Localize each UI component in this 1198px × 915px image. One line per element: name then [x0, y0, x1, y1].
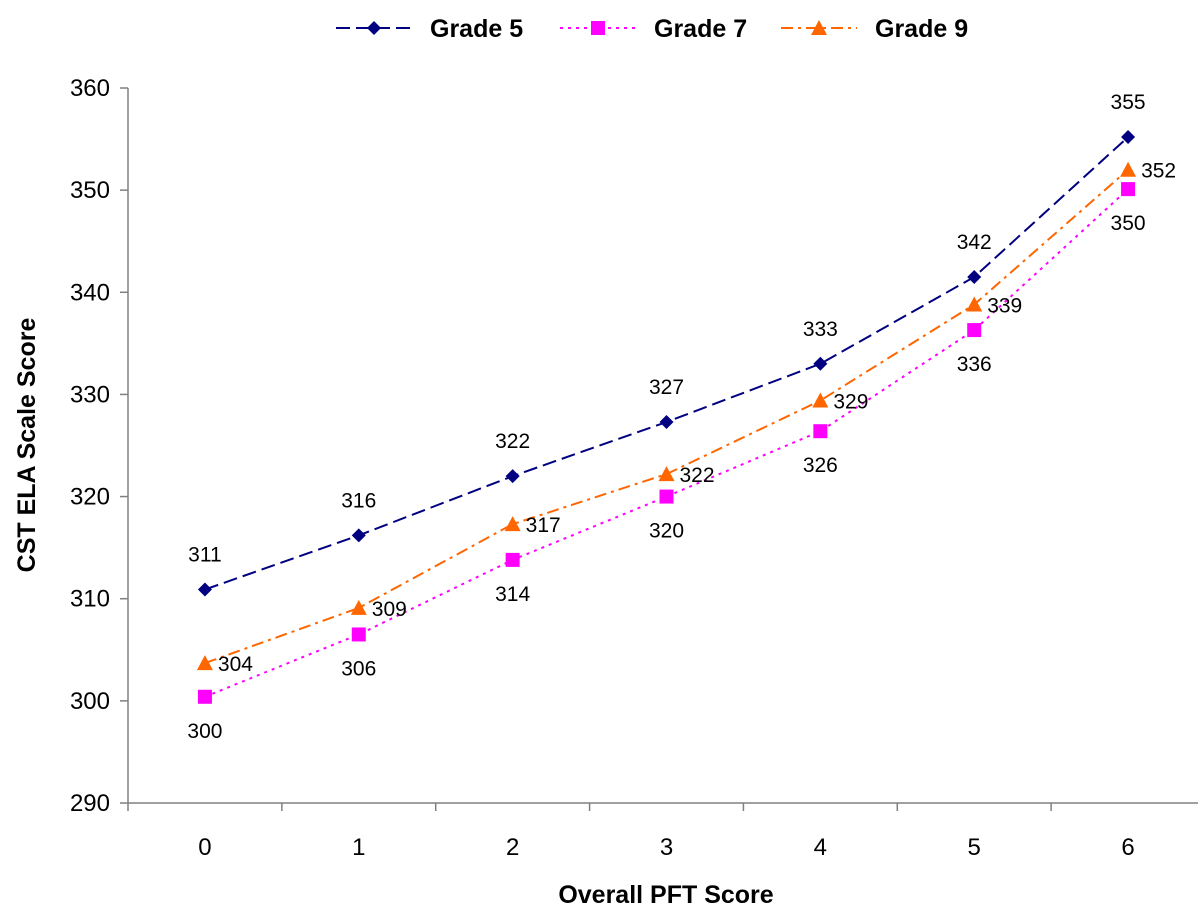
- data-label: 329: [833, 391, 868, 414]
- data-point: [659, 489, 674, 504]
- data-label: 314: [495, 583, 530, 606]
- data-point: [505, 469, 520, 484]
- data-point: [813, 424, 828, 439]
- data-point: [967, 323, 982, 338]
- legend-item: Grade 7: [560, 15, 747, 43]
- data-point: [812, 392, 829, 408]
- data-label: 311: [188, 544, 221, 567]
- data-point: [1121, 182, 1136, 197]
- legend-label: Grade 5: [430, 15, 523, 43]
- data-label: 322: [680, 464, 715, 487]
- data-label: 339: [987, 295, 1022, 318]
- data-label: 309: [372, 598, 407, 621]
- data-point: [196, 655, 213, 671]
- data-point: [197, 582, 212, 597]
- y-tick-label: 360: [70, 75, 110, 102]
- data-label: 333: [803, 318, 838, 341]
- legend-marker: [367, 21, 381, 35]
- x-ticks: 0 1 2 3 4 5 6: [127, 803, 1135, 861]
- y-tick-label: 330: [70, 381, 110, 408]
- data-point: [351, 528, 366, 543]
- data-point: [1120, 161, 1137, 177]
- legend: Grade 5 Grade 7 Grade 9: [336, 15, 968, 43]
- y-tick-label: 300: [70, 688, 110, 715]
- axes: [127, 88, 1198, 804]
- series-group: [196, 130, 1137, 704]
- y-tick-label: 310: [70, 586, 110, 613]
- series-grade-7: [197, 182, 1136, 704]
- legend-label: Grade 7: [654, 15, 747, 43]
- y-tick-label: 340: [70, 279, 110, 306]
- y-axis-title: CST ELA Scale Score: [13, 318, 41, 573]
- data-label: 355: [1111, 91, 1146, 114]
- y-tick-label: 320: [70, 484, 110, 511]
- data-point: [197, 689, 212, 704]
- data-point: [350, 599, 367, 615]
- legend-marker: [811, 20, 827, 35]
- data-label: 306: [341, 657, 376, 680]
- data-label: 342: [957, 231, 992, 254]
- data-label: 326: [803, 454, 838, 477]
- data-label: 304: [218, 653, 253, 676]
- y-tick-label: 350: [70, 177, 110, 204]
- data-point: [351, 627, 366, 642]
- data-label: 322: [495, 430, 530, 453]
- legend-item: Grade 9: [781, 15, 968, 43]
- x-tick-label: 2: [506, 834, 519, 861]
- data-label: 316: [341, 489, 376, 512]
- data-label: 352: [1141, 160, 1176, 183]
- x-tick-label: 1: [352, 834, 365, 861]
- data-point: [967, 269, 982, 284]
- y-tick-label: 290: [70, 790, 110, 817]
- data-point: [504, 516, 521, 532]
- data-label: 320: [649, 520, 684, 543]
- series-grade-9: [196, 161, 1137, 671]
- data-labels: 311 316 322 327 333 342 355 300 306 314 320 326 336 3…: [187, 91, 1176, 743]
- data-label: 317: [526, 514, 561, 537]
- legend-label: Grade 9: [875, 15, 968, 43]
- data-label: 350: [1111, 212, 1146, 235]
- data-point: [658, 466, 675, 482]
- data-label: 300: [187, 720, 222, 743]
- x-tick-label: 3: [660, 834, 673, 861]
- y-ticks: 290 300 310 320 330 340 350 360: [70, 75, 128, 817]
- data-point: [659, 415, 674, 430]
- legend-item: Grade 5: [336, 15, 523, 43]
- x-tick-label: 0: [198, 834, 211, 861]
- data-point: [966, 296, 983, 312]
- x-tick-label: 4: [814, 834, 827, 861]
- data-label: 336: [957, 353, 992, 376]
- series-grade-5: [197, 130, 1136, 597]
- data-point: [813, 356, 828, 371]
- x-tick-label: 5: [968, 834, 981, 861]
- x-axis-title: Overall PFT Score: [558, 881, 773, 909]
- data-point: [1121, 130, 1136, 145]
- legend-marker: [591, 21, 605, 35]
- data-point: [505, 552, 520, 567]
- x-tick-label: 6: [1121, 834, 1134, 861]
- data-label: 327: [649, 376, 684, 399]
- series-line: [204, 188, 1129, 698]
